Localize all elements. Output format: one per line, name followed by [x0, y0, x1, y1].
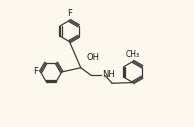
Text: CH₃: CH₃: [126, 50, 140, 59]
Text: F: F: [34, 67, 38, 76]
Text: F: F: [67, 9, 72, 18]
Text: OH: OH: [86, 53, 99, 62]
Text: NH: NH: [102, 70, 114, 79]
